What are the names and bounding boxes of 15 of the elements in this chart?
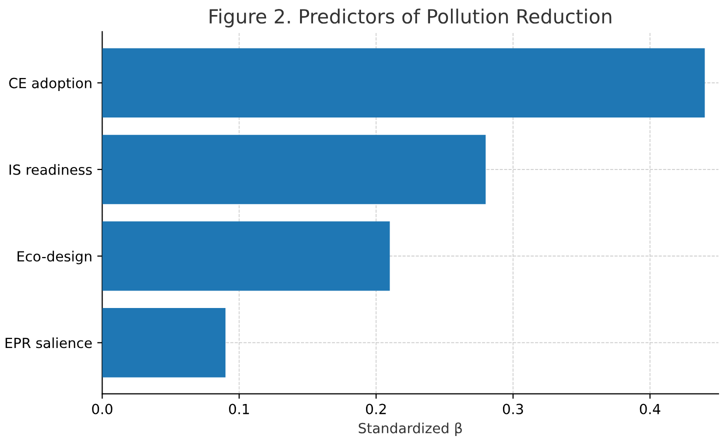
y-tick-label: Eco-design <box>18 250 92 264</box>
x-tick-label: 0.2 <box>366 404 386 414</box>
y-tick-label: CE adoption <box>9 78 92 92</box>
bar <box>102 221 390 291</box>
chart-title: Figure 2. Predictors of Pollution Reduction <box>210 8 612 28</box>
x-axis-title: Standardized β <box>358 422 462 436</box>
bar <box>102 48 705 118</box>
x-tick-label: 0.3 <box>502 404 523 414</box>
bar <box>102 308 226 378</box>
x-tick-label: 0.0 <box>92 404 112 414</box>
x-tick-label: 0.1 <box>229 404 249 414</box>
bar <box>102 134 486 204</box>
y-tick-label: EPR salience <box>6 337 92 348</box>
x-tick-label: 0.4 <box>640 404 660 414</box>
y-tick-label: IS readiness <box>10 164 92 175</box>
